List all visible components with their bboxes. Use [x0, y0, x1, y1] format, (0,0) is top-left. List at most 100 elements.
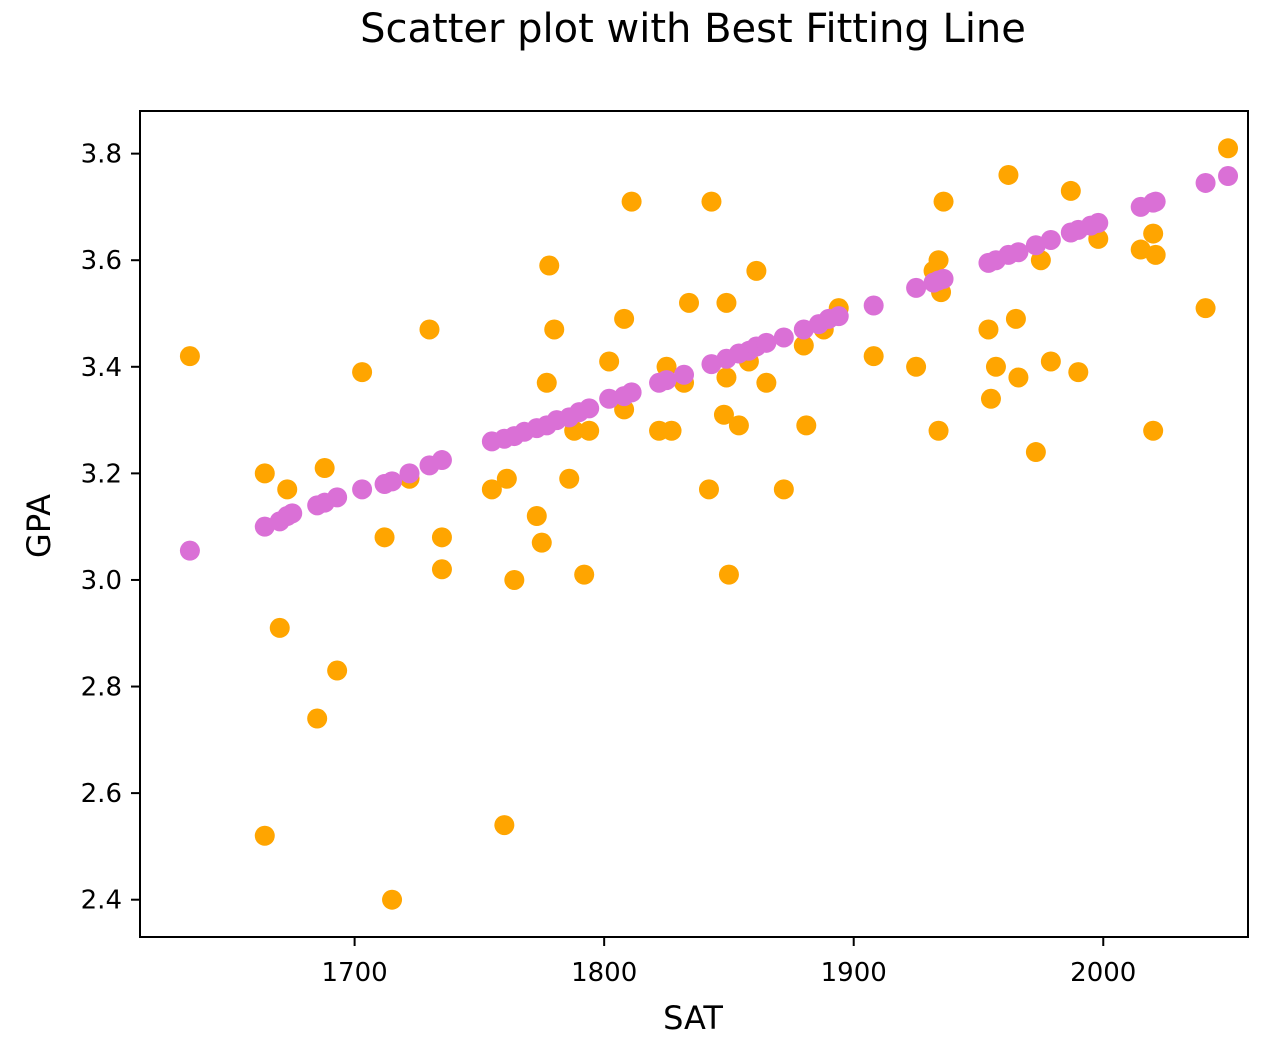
observed-point-18 [504, 569, 525, 590]
observed-point-56 [928, 250, 949, 271]
y-tick-label: 3.8 [81, 140, 122, 170]
observed-point-24 [559, 468, 580, 489]
x-tick-label: 2000 [1070, 958, 1136, 988]
observed-point-75 [1195, 298, 1216, 319]
observed-point-68 [1060, 180, 1081, 201]
observed-point-4 [277, 479, 298, 500]
observed-point-46 [756, 372, 777, 393]
fitted-point-0 [179, 540, 200, 561]
observed-point-34 [661, 420, 682, 441]
fitted-point-28 [656, 370, 677, 391]
fitted-point-35 [756, 332, 777, 353]
fitted-point-24 [599, 388, 620, 409]
y-axis-ticks: 2.4 2.6 2.8 3.0 3.2 3.4 3.6 3.8 [81, 140, 140, 916]
y-tick-label: 3.4 [81, 353, 122, 383]
observed-point-62 [998, 164, 1019, 185]
observed-point-13 [431, 527, 452, 548]
data-points [179, 138, 1239, 910]
observed-point-7 [327, 660, 348, 681]
observed-point-27 [579, 420, 600, 441]
observed-point-76 [1218, 138, 1239, 159]
fitted-point-36 [773, 327, 794, 348]
y-tick-label: 3.2 [81, 459, 122, 489]
observed-point-55 [928, 420, 949, 441]
fitted-point-8 [352, 479, 373, 500]
fitted-point-7 [327, 487, 348, 508]
fitted-point-42 [906, 277, 927, 298]
fitted-point-51 [1040, 229, 1061, 250]
observed-point-8 [352, 362, 373, 383]
plot-frame [139, 110, 1249, 938]
fitted-point-41 [863, 295, 884, 316]
observed-point-37 [698, 479, 719, 500]
observed-point-20 [531, 532, 552, 553]
observed-point-17 [496, 468, 517, 489]
observed-point-16 [494, 815, 515, 836]
observed-point-21 [536, 372, 557, 393]
fitted-point-55 [1088, 212, 1109, 233]
y-tick-label: 3.6 [81, 246, 122, 276]
observed-point-69 [1068, 362, 1089, 383]
observed-point-1 [254, 463, 275, 484]
x-tick-label: 1700 [322, 958, 388, 988]
observed-point-23 [544, 319, 565, 340]
observed-point-58 [933, 191, 954, 212]
observed-point-40 [716, 367, 737, 388]
y-tick-label: 3.0 [81, 566, 122, 596]
fitted-point-49 [1008, 242, 1029, 263]
fitted-point-10 [382, 471, 403, 492]
fitted-point-4 [282, 503, 303, 524]
observed-point-72 [1143, 223, 1164, 244]
observed-point-45 [746, 260, 767, 281]
x-tick-label: 1900 [821, 958, 887, 988]
fitted-point-26 [621, 382, 642, 403]
fitted-point-13 [431, 450, 452, 471]
fitted-point-23 [579, 398, 600, 419]
observed-point-48 [793, 335, 814, 356]
fitted-point-40 [828, 306, 849, 327]
fitted-point-58 [1145, 191, 1166, 212]
observed-point-31 [621, 191, 642, 212]
observed-point-41 [716, 292, 737, 313]
y-tick-label: 2.4 [81, 886, 122, 916]
fitted-point-59 [1195, 172, 1216, 193]
observed-point-43 [728, 415, 749, 436]
observed-point-42 [718, 564, 739, 585]
observed-point-26 [574, 564, 595, 585]
y-axis-label: GPA [20, 494, 58, 558]
observed-point-2 [254, 825, 275, 846]
observed-point-59 [978, 319, 999, 340]
observed-point-36 [679, 292, 700, 313]
observed-point-67 [1040, 351, 1061, 372]
observed-point-49 [796, 415, 817, 436]
observed-point-60 [980, 388, 1001, 409]
observed-point-12 [419, 319, 440, 340]
observed-point-30 [614, 308, 635, 329]
x-axis-ticks: 1700 1800 1900 2000 [322, 937, 1136, 988]
observed-point-5 [307, 708, 328, 729]
x-tick-label: 1800 [571, 958, 637, 988]
observed-point-9 [374, 527, 395, 548]
observed-point-28 [599, 351, 620, 372]
observed-point-47 [773, 479, 794, 500]
observed-point-6 [314, 458, 335, 479]
chart-title: Scatter plot with Best Fitting Line [360, 6, 1026, 52]
observed-point-64 [1008, 367, 1029, 388]
y-tick-label: 2.8 [81, 673, 122, 703]
observed-point-19 [526, 506, 547, 527]
observed-point-0 [179, 346, 200, 367]
observed-point-63 [1005, 308, 1026, 329]
x-axis-label: SAT [663, 999, 723, 1037]
observed-point-65 [1025, 442, 1046, 463]
fitted-point-11 [399, 463, 420, 484]
observed-point-14 [431, 559, 452, 580]
observed-point-73 [1143, 420, 1164, 441]
observed-point-38 [701, 191, 722, 212]
observed-point-52 [863, 346, 884, 367]
observed-point-22 [539, 255, 560, 276]
observed-point-61 [985, 356, 1006, 377]
observed-point-53 [906, 356, 927, 377]
fitted-point-60 [1218, 166, 1239, 187]
observed-point-10 [382, 889, 403, 910]
fitted-point-29 [674, 364, 695, 385]
